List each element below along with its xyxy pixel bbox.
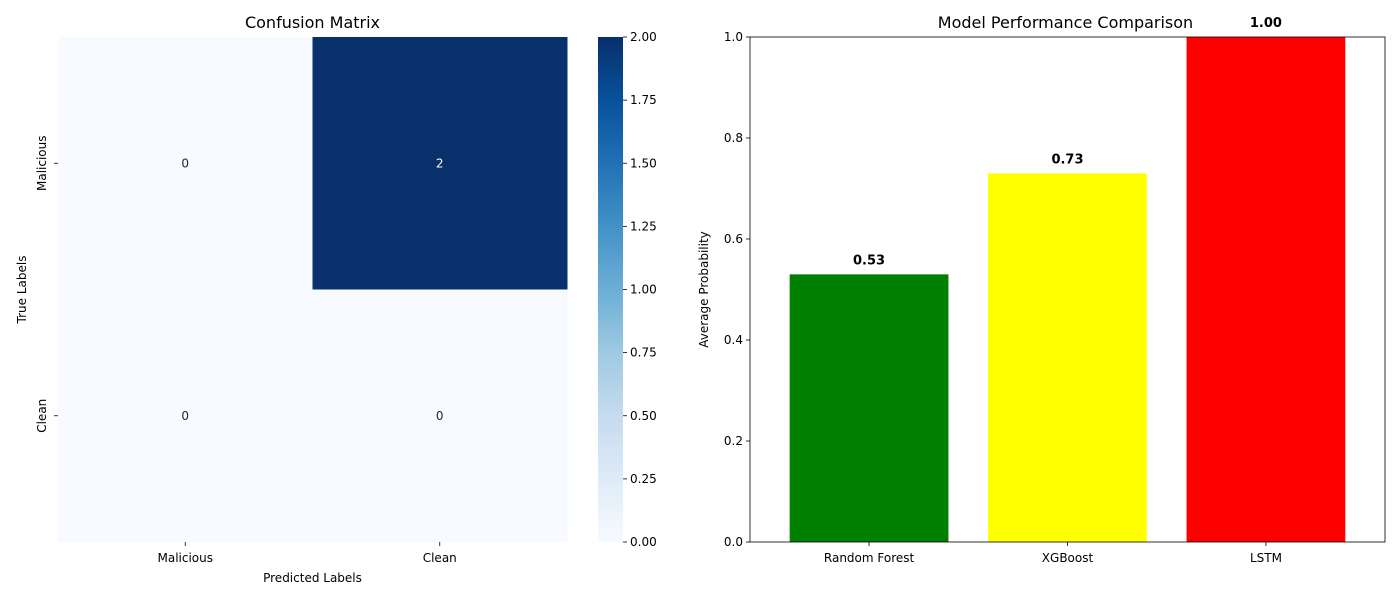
colorbar-tick-label: 0.25 bbox=[630, 472, 657, 486]
colorbar-tick-label: 0.00 bbox=[630, 535, 657, 549]
y-axis-label: True Labels bbox=[15, 256, 29, 325]
heatmap-cell-label: 0 bbox=[181, 156, 189, 170]
y-tick-label: 1.0 bbox=[724, 30, 743, 44]
x-tick-label: Random Forest bbox=[824, 551, 915, 565]
y-tick-label: 0.2 bbox=[724, 434, 743, 448]
y-tick-label: 0.6 bbox=[724, 232, 743, 246]
heatmap-cell bbox=[312, 289, 568, 543]
y-tick-label: 0.4 bbox=[724, 333, 743, 347]
bar bbox=[988, 173, 1147, 542]
colorbar-tick-label: 0.75 bbox=[630, 346, 657, 360]
bar-chart-title: Model Performance Comparison bbox=[938, 13, 1193, 32]
bar bbox=[789, 274, 949, 542]
performance-bar-panel: Model Performance Comparison 0.53 Random F… bbox=[697, 13, 1386, 565]
colorbar bbox=[598, 37, 623, 542]
colorbar-tick-label: 1.00 bbox=[630, 283, 657, 297]
plot-frame bbox=[749, 36, 1386, 543]
y-tick-label: Malicious bbox=[35, 135, 49, 191]
confusion-matrix-panel: Confusion Matrix 0 2 0 0 Malicious Clean Malici… bbox=[15, 13, 657, 585]
y-tick-label: 0.8 bbox=[724, 131, 743, 145]
y-tick-label: Clean bbox=[35, 399, 49, 433]
bar-value-label: 0.73 bbox=[1051, 152, 1083, 167]
colorbar-tick-label: 1.25 bbox=[630, 219, 657, 233]
colorbar-tick-label: 1.50 bbox=[630, 156, 657, 170]
colorbar-tick-label: 2.00 bbox=[630, 30, 657, 44]
bar-value-label: 0.53 bbox=[853, 253, 885, 268]
colorbar-tick-label: 0.50 bbox=[630, 409, 657, 423]
bar bbox=[1186, 37, 1346, 542]
colorbar-tick-label: 1.75 bbox=[630, 93, 657, 107]
x-tick-label: XGBoost bbox=[1042, 551, 1094, 565]
x-tick-label: LSTM bbox=[1250, 551, 1282, 565]
bar-value-label: 1.00 bbox=[1250, 16, 1282, 31]
x-tick-label: Malicious bbox=[157, 551, 213, 565]
heatmap-cell-label: 0 bbox=[181, 409, 189, 423]
heatmap-cell bbox=[58, 37, 313, 290]
heatmap-title: Confusion Matrix bbox=[245, 13, 380, 32]
heatmap-cell bbox=[312, 37, 568, 290]
y-axis-label: Average Probability bbox=[697, 231, 711, 348]
x-axis-label: Predicted Labels bbox=[263, 571, 362, 585]
heatmap-cell-label: 0 bbox=[436, 409, 444, 423]
heatmap-cell bbox=[58, 289, 313, 543]
heatmap-cell-label: 2 bbox=[436, 156, 444, 170]
y-tick-label: 0.0 bbox=[724, 535, 743, 549]
x-tick-label: Clean bbox=[423, 551, 457, 565]
